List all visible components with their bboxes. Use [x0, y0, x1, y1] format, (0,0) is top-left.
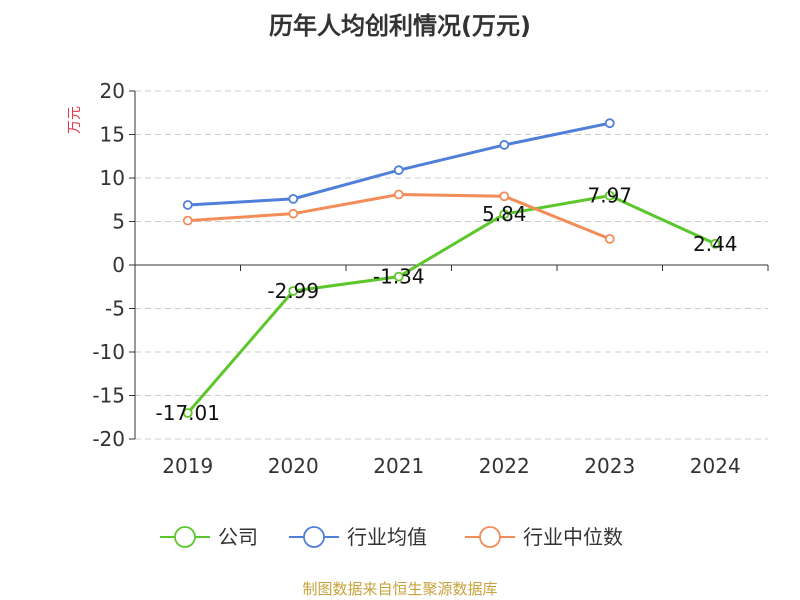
data-point	[499, 209, 510, 220]
data-label-layer: -17.01 -2.99 -1.34 5.84 7.97 2.44	[156, 184, 738, 425]
data-label: 7.97	[587, 184, 632, 208]
data-point	[182, 215, 193, 226]
y-tick-label: -20	[92, 427, 125, 451]
data-point	[710, 238, 721, 249]
y-tick-label: 10	[100, 166, 125, 190]
legend-marker	[479, 526, 501, 548]
data-point	[499, 140, 510, 150]
source-note: 制图数据来自恒生聚源数据库	[302, 580, 498, 598]
data-point	[182, 408, 193, 418]
axis-layer: 20 15 10 5 0 -5 -10 -15 -20 2019 2020 2021 2022 2023 2…	[92, 79, 769, 478]
series-line-0	[186, 194, 716, 414]
x-tick-label: 2022	[479, 454, 530, 478]
legend-marker	[174, 526, 196, 548]
y-tick-label: -5	[105, 297, 125, 321]
data-label: -17.01	[156, 401, 220, 425]
x-tick-label: 2021	[373, 454, 424, 478]
legend: 公司 行业均值 行业中位数	[160, 525, 623, 549]
y-axis-label: 万元	[67, 106, 83, 134]
data-label: -1.34	[373, 265, 425, 289]
data-point	[604, 118, 615, 129]
legend-marker	[303, 526, 325, 548]
chart-title: 历年人均创利情况(万元)	[269, 12, 531, 40]
x-tick-label: 2023	[584, 454, 635, 478]
data-label: 2.44	[693, 232, 738, 256]
y-tick-label: -15	[92, 384, 125, 408]
y-tick-label: -10	[92, 340, 125, 364]
data-point	[604, 190, 615, 201]
data-label: -2.99	[267, 279, 319, 303]
data-point	[288, 193, 299, 204]
x-tick-label: 2024	[690, 454, 741, 478]
series-layer	[182, 118, 721, 418]
data-label: 5.84	[482, 202, 527, 226]
legend-label: 行业中位数	[523, 525, 623, 549]
data-point	[393, 165, 404, 176]
y-tick-label: 20	[100, 79, 125, 103]
y-tick-label: 15	[100, 123, 125, 147]
y-tick-label: 5	[112, 210, 125, 234]
legend-label: 行业均值	[347, 525, 427, 549]
x-tick-label: 2019	[162, 454, 213, 478]
data-point	[288, 286, 299, 296]
data-point	[393, 271, 404, 282]
data-point	[499, 191, 510, 202]
legend-label: 公司	[218, 525, 258, 549]
x-tick-label: 2020	[268, 454, 319, 478]
data-point	[604, 233, 615, 244]
data-point	[393, 189, 404, 200]
data-point	[288, 208, 299, 219]
y-tick-label: 0	[112, 253, 125, 277]
data-point	[182, 200, 193, 210]
